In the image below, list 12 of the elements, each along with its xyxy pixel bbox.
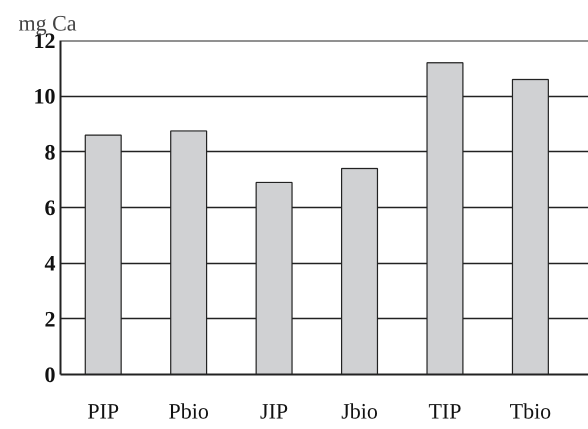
x-tick-label: Tbio (510, 398, 552, 424)
x-tick-label: PIP (87, 398, 120, 424)
y-tick-label: 2 (44, 306, 56, 332)
x-tick-label: JIP (260, 398, 288, 424)
y-tick-label: 0 (44, 362, 56, 387)
x-tick-label: TIP (428, 398, 462, 424)
y-tick-label: 10 (34, 84, 56, 109)
x-tick-label: Pbio (168, 398, 209, 424)
y-tick-label: 6 (44, 195, 56, 220)
x-tick-label: Jbio (341, 398, 378, 424)
y-tick-label: 4 (44, 250, 56, 276)
y-tick-label: 8 (44, 139, 56, 164)
